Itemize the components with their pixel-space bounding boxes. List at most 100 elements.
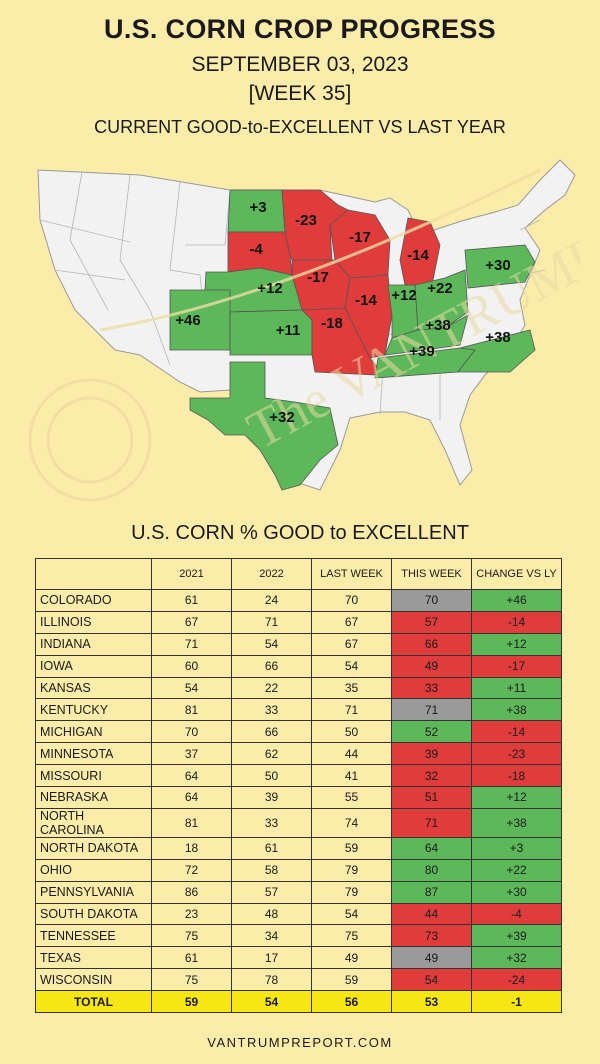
- value-2021-cell: 70: [151, 720, 232, 744]
- last-week-cell: 55: [311, 786, 392, 809]
- change-cell: +12: [471, 786, 562, 809]
- value-2021-cell: 75: [151, 924, 232, 948]
- state-cell: KENTUCKY: [35, 698, 152, 722]
- this-week-cell: 87: [391, 880, 472, 904]
- value-2021-cell: 64: [151, 764, 232, 788]
- map-label-il: -14: [355, 292, 377, 309]
- map-label-wi: -17: [349, 229, 371, 246]
- table-row: NEBRASKA 64 39 55 51 +12: [35, 786, 562, 809]
- map-label-mo: -18: [321, 315, 343, 332]
- value-2022-cell: 48: [231, 902, 312, 926]
- map-label-tn: +39: [409, 343, 434, 360]
- change-cell: +30: [471, 880, 562, 904]
- value-2021-cell: 18: [151, 836, 232, 860]
- value-2022-cell: 62: [231, 742, 312, 766]
- state-pa: [464, 244, 536, 289]
- total-row: TOTAL 59 54 56 53 -1: [35, 990, 562, 1014]
- last-week-cell: 41: [311, 764, 392, 788]
- this-week-cell: 39: [391, 742, 472, 766]
- value-2021-cell: 64: [151, 786, 232, 809]
- map-label-ky: +38: [425, 317, 450, 334]
- change-cell: +38: [471, 698, 562, 722]
- table-row: WISCONSIN 75 78 59 54 -24: [35, 968, 562, 992]
- this-week-cell: 52: [391, 720, 472, 744]
- change-cell: +11: [471, 676, 562, 700]
- corn-condition-table: 2021 2022 LAST WEEK THIS WEEK CHANGE VS …: [35, 558, 562, 1014]
- this-week-cell: 57: [391, 610, 472, 634]
- column-header: CHANGE VS LY: [471, 558, 562, 590]
- this-week-cell: 64: [391, 836, 472, 860]
- map-label-sd: -4: [249, 241, 263, 258]
- this-week-cell: 71: [391, 698, 472, 722]
- page-title: U.S. CORN CROP PROGRESS: [104, 14, 496, 44]
- this-week-cell: 51: [391, 786, 472, 809]
- value-2022-cell: 17: [231, 946, 312, 970]
- value-2021-cell: 61: [151, 946, 232, 970]
- table-row: MICHIGAN 70 66 50 52 -14: [35, 720, 562, 744]
- value-2022-cell: 50: [231, 764, 312, 788]
- table-row: TENNESSEE 75 34 75 73 +39: [35, 924, 562, 948]
- state-cell: MICHIGAN: [35, 720, 152, 744]
- this-week-cell: 49: [391, 654, 472, 678]
- map-label-nd: +3: [249, 199, 266, 216]
- this-week-cell: 49: [391, 946, 472, 970]
- state-mo: [301, 307, 379, 376]
- state-cell: TEXAS: [35, 946, 152, 970]
- this-week-cell: 80: [391, 858, 472, 882]
- this-week-cell: 66: [391, 632, 472, 656]
- state-mn: [281, 189, 349, 261]
- total-y2021-cell: 59: [151, 990, 232, 1014]
- last-week-cell: 70: [311, 589, 392, 612]
- table-row: INDIANA 71 54 67 66 +12: [35, 632, 562, 656]
- total-y2022-cell: 54: [231, 990, 312, 1014]
- state-nc: [457, 329, 536, 373]
- report-date: SEPTEMBER 03, 2023: [191, 53, 409, 76]
- table-row: ILLINOIS 67 71 67 57 -14: [35, 610, 562, 634]
- value-2022-cell: 66: [231, 720, 312, 744]
- state-cell: MINNESOTA: [35, 742, 152, 766]
- value-2022-cell: 34: [231, 924, 312, 948]
- state-tx: [189, 361, 339, 491]
- last-week-cell: 67: [311, 610, 392, 634]
- change-cell: -14: [471, 610, 562, 634]
- map-label-mi: -14: [407, 247, 429, 264]
- column-header: THIS WEEK: [391, 558, 472, 590]
- map-label-mn: -23: [295, 212, 317, 229]
- value-2022-cell: 66: [231, 654, 312, 678]
- change-cell: -18: [471, 764, 562, 788]
- last-week-cell: 54: [311, 902, 392, 926]
- state-cell: KANSAS: [35, 676, 152, 700]
- footer-url[interactable]: VANTRUMPREPORT.COM: [207, 1035, 393, 1050]
- value-2021-cell: 81: [151, 698, 232, 722]
- value-2021-cell: 61: [151, 589, 232, 612]
- state-cell: NORTH CAROLINA: [35, 807, 152, 838]
- state-cell: NORTH DAKOTA: [35, 836, 152, 860]
- total-state-cell: TOTAL: [35, 990, 152, 1014]
- map-label-tx: +32: [269, 409, 294, 426]
- this-week-cell: 32: [391, 764, 472, 788]
- state-cell: OHIO: [35, 858, 152, 882]
- last-week-cell: 74: [311, 807, 392, 838]
- state-cell: COLORADO: [35, 589, 152, 612]
- last-week-cell: 79: [311, 858, 392, 882]
- change-cell: +12: [471, 632, 562, 656]
- map-label-oh: +22: [427, 280, 452, 297]
- value-2021-cell: 60: [151, 654, 232, 678]
- change-cell: +46: [471, 589, 562, 612]
- map-label-co: +46: [175, 312, 200, 329]
- this-week-cell: 73: [391, 924, 472, 948]
- value-2021-cell: 86: [151, 880, 232, 904]
- state-cell: TENNESSEE: [35, 924, 152, 948]
- last-week-cell: 59: [311, 968, 392, 992]
- value-2021-cell: 23: [151, 902, 232, 926]
- value-2021-cell: 81: [151, 807, 232, 838]
- last-week-cell: 35: [311, 676, 392, 700]
- state-cell: WISCONSIN: [35, 968, 152, 992]
- last-week-cell: 79: [311, 880, 392, 904]
- change-cell: +3: [471, 836, 562, 860]
- table-header-row: 2021 2022 LAST WEEK THIS WEEK CHANGE VS …: [35, 558, 562, 590]
- value-2022-cell: 33: [231, 807, 312, 838]
- table-row: MINNESOTA 37 62 44 39 -23: [35, 742, 562, 766]
- change-cell: -4: [471, 902, 562, 926]
- state-cell: ILLINOIS: [35, 610, 152, 634]
